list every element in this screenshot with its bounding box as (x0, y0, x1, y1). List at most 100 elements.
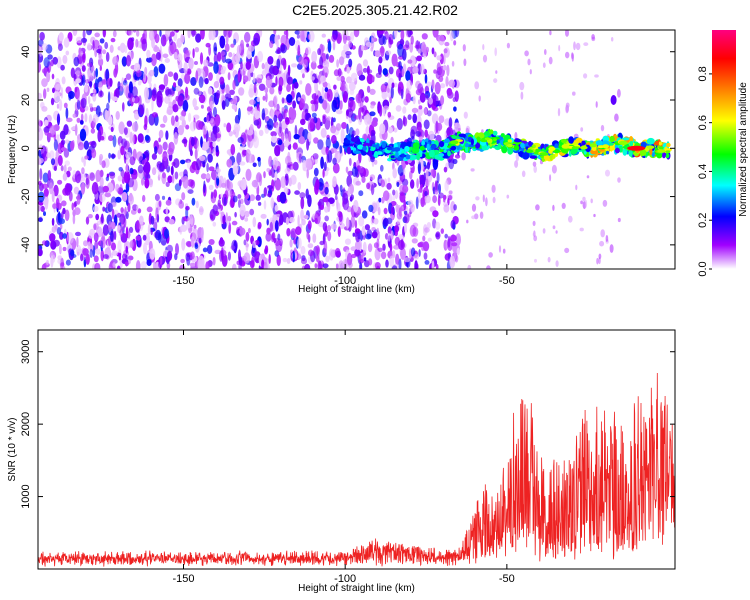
noise-blob (244, 210, 250, 218)
noise-blob (426, 94, 429, 101)
noise-blob (227, 251, 231, 261)
noise-blob (349, 31, 355, 42)
noise-blob (366, 85, 371, 93)
noise-blob (102, 185, 110, 193)
noise-blob (246, 106, 253, 112)
ridge-blob (430, 143, 437, 149)
noise-blob (72, 113, 77, 119)
noise-blob (391, 82, 395, 89)
noise-blob (100, 236, 106, 249)
noise-blob (219, 76, 225, 85)
noise-blob (113, 230, 117, 241)
noise-blob (95, 213, 100, 221)
noise-blob (397, 86, 402, 94)
noise-blob (356, 63, 363, 76)
ridge-blob (357, 144, 364, 150)
noise-blob (195, 158, 202, 171)
noise-blob (299, 192, 306, 199)
noise-blob (62, 207, 66, 215)
noise-blob (432, 95, 439, 106)
noise-blob (521, 170, 526, 178)
noise-blob (182, 100, 189, 112)
ridge-blob (362, 142, 371, 148)
noise-blob (426, 222, 431, 229)
noise-blob (306, 158, 312, 171)
noise-blob (399, 184, 405, 193)
noise-blob (327, 231, 332, 242)
noise-blob (392, 194, 396, 201)
noise-blob (345, 51, 352, 56)
noise-blob (336, 59, 339, 68)
ridge-blob (666, 142, 671, 148)
noise-blob (409, 224, 417, 237)
noise-blob (446, 87, 453, 96)
noise-blob (418, 191, 421, 204)
noise-blob (119, 82, 124, 92)
noise-blob (418, 48, 422, 54)
noise-blob (380, 179, 385, 188)
noise-blob (276, 58, 281, 70)
noise-blob (105, 68, 110, 82)
noise-blob (395, 105, 402, 112)
noise-blob (322, 100, 328, 110)
noise-blob (297, 237, 302, 249)
noise-blob (400, 247, 406, 260)
noise-blob (167, 71, 174, 77)
noise-blob (172, 104, 179, 113)
noise-blob (448, 157, 455, 170)
noise-blob (617, 177, 621, 183)
noise-blob (403, 199, 407, 211)
noise-blob (471, 215, 476, 220)
noise-blob (293, 81, 299, 89)
noise-blob (185, 252, 190, 262)
ridge-blob (561, 144, 570, 149)
noise-blob (422, 235, 426, 242)
noise-blob (62, 246, 67, 252)
noise-blob (358, 255, 364, 261)
noise-blob (307, 243, 314, 249)
ridge-blob (464, 136, 469, 142)
noise-blob (267, 192, 272, 198)
noise-blob (252, 216, 257, 228)
noise-blob (213, 106, 217, 118)
x-tick-label: -50 (499, 275, 515, 287)
noise-blob (300, 257, 308, 265)
y-tick-label: 0 (20, 145, 32, 151)
noise-blob (205, 174, 211, 179)
noise-blob (385, 259, 389, 268)
ridge-blob (344, 139, 351, 144)
noise-blob (150, 215, 155, 225)
noise-blob (245, 168, 252, 181)
noise-blob (390, 205, 395, 215)
noise-blob (179, 226, 183, 235)
noise-blob (150, 228, 153, 236)
noise-blob (572, 91, 576, 96)
noise-blob (90, 140, 97, 149)
noise-blob (321, 86, 325, 100)
noise-blob (315, 245, 321, 255)
noise-blob (491, 184, 496, 193)
noise-blob (534, 258, 537, 263)
ridge-blob (401, 153, 405, 158)
noise-blob (99, 38, 105, 44)
x-axis-label: Height of straight line (km) (298, 284, 415, 295)
noise-blob (308, 249, 314, 257)
noise-blob (319, 56, 323, 68)
ridge-blob (362, 146, 367, 151)
noise-blob (422, 44, 427, 55)
noise-blob (330, 223, 338, 230)
noise-blob (110, 221, 115, 228)
noise-blob (427, 110, 432, 117)
noise-blob (85, 79, 88, 85)
noise-blob (322, 263, 329, 269)
noise-blob (283, 30, 287, 35)
noise-blob (239, 161, 246, 166)
noise-blob (112, 96, 118, 102)
noise-blob (153, 261, 156, 269)
noise-blob (258, 129, 264, 137)
noise-blob (75, 231, 81, 237)
noise-blob (57, 155, 63, 166)
noise-blob (311, 51, 317, 64)
noise-blob (533, 165, 537, 173)
noise-blob (286, 227, 291, 237)
